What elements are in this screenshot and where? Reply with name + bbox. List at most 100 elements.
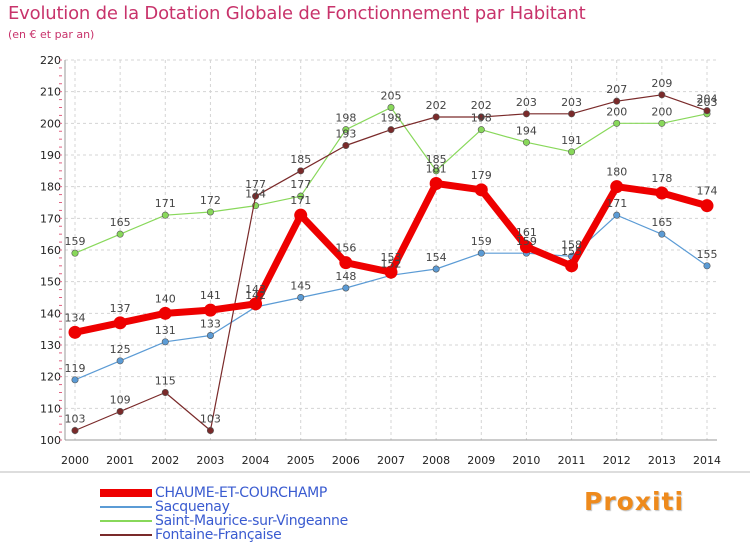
- y-tick-label-160: 160: [40, 244, 61, 257]
- data-label-saint-maurice-sur-vingeanne-2010: 194: [516, 124, 537, 137]
- data-point-fontaine-fran-aise-2010: [522, 110, 530, 118]
- data-label-chaume-et-courchamp-2004: 143: [245, 283, 266, 296]
- data-label-fontaine-fran-aise-2004: 177: [245, 178, 266, 191]
- x-tick-label-2004: 2004: [242, 454, 270, 467]
- legend-label-fontaine-fran-aise: Fontaine-Française: [155, 527, 282, 543]
- data-label-saint-maurice-sur-vingeanne-2007: 205: [381, 90, 402, 103]
- data-label-saint-maurice-sur-vingeanne-2006: 198: [335, 112, 356, 125]
- data-point-saint-maurice-sur-vingeanne-2006: [342, 126, 350, 134]
- data-label-sacquenay-2011: 158: [561, 238, 582, 251]
- data-label-sacquenay-2008: 154: [426, 251, 447, 264]
- data-label-chaume-et-courchamp-2000: 134: [65, 311, 86, 324]
- data-point-saint-maurice-sur-vingeanne-2002: [161, 211, 169, 219]
- data-point-fontaine-fran-aise-2012: [613, 97, 621, 105]
- data-label-saint-maurice-sur-vingeanne-2001: 165: [110, 216, 131, 229]
- legend-label-saint-maurice-sur-vingeanne: Saint-Maurice-sur-Vingeanne: [155, 513, 348, 529]
- data-label-saint-maurice-sur-vingeanne-2012: 200: [606, 105, 627, 118]
- data-point-chaume-et-courchamp-2009: [474, 183, 488, 197]
- data-point-sacquenay-2006: [342, 284, 350, 292]
- data-label-saint-maurice-sur-vingeanne-2000: 159: [65, 235, 86, 248]
- data-label-sacquenay-2006: 148: [335, 270, 356, 283]
- x-tick-label-2005: 2005: [287, 454, 315, 467]
- data-label-sacquenay-2012: 171: [606, 197, 627, 210]
- data-point-fontaine-fran-aise-2008: [432, 113, 440, 121]
- y-tick-label-220: 220: [40, 54, 61, 67]
- data-label-saint-maurice-sur-vingeanne-2002: 171: [155, 197, 176, 210]
- data-point-chaume-et-courchamp-2008: [429, 177, 443, 190]
- legend-label-chaume-et-courchamp: CHAUME-ET-COURCHAMP: [155, 485, 328, 501]
- data-label-chaume-et-courchamp-2009: 179: [471, 169, 492, 182]
- x-tick-label-2000: 2000: [61, 454, 89, 467]
- x-tick-label-2014: 2014: [693, 454, 721, 467]
- data-point-fontaine-fran-aise-2011: [568, 110, 576, 118]
- data-point-chaume-et-courchamp-2000: [68, 325, 82, 339]
- data-label-fontaine-fran-aise-2013: 209: [651, 77, 672, 90]
- data-label-sacquenay-2000: 119: [65, 362, 86, 375]
- data-point-sacquenay-2012: [613, 211, 621, 219]
- data-point-chaume-et-courchamp-2011: [565, 259, 579, 273]
- data-point-saint-maurice-sur-vingeanne-2011: [568, 148, 576, 156]
- y-tick-label-120: 120: [40, 371, 61, 384]
- legend-label-sacquenay: Sacquenay: [155, 499, 230, 515]
- data-label-saint-maurice-sur-vingeanne-2003: 172: [200, 194, 221, 207]
- data-label-chaume-et-courchamp-2011: 155: [561, 245, 582, 258]
- data-point-fontaine-fran-aise-2006: [342, 142, 350, 150]
- y-tick-label-210: 210: [40, 86, 61, 99]
- data-label-chaume-et-courchamp-2012: 180: [606, 166, 627, 179]
- data-point-sacquenay-2013: [658, 230, 666, 238]
- data-point-chaume-et-courchamp-2005: [294, 208, 308, 222]
- data-label-chaume-et-courchamp-2002: 140: [155, 292, 176, 305]
- proxiti-logo: Proxiti: [584, 487, 685, 516]
- data-label-fontaine-fran-aise-2012: 207: [606, 83, 627, 96]
- data-point-saint-maurice-sur-vingeanne-2007: [387, 104, 395, 112]
- data-label-fontaine-fran-aise-2001: 109: [110, 394, 131, 407]
- x-tick-label-2006: 2006: [332, 454, 360, 467]
- data-point-chaume-et-courchamp-2002: [158, 306, 172, 320]
- x-tick-label-2002: 2002: [151, 454, 179, 467]
- data-point-fontaine-fran-aise-2000: [71, 426, 79, 434]
- data-point-saint-maurice-sur-vingeanne-2005: [297, 192, 305, 200]
- data-label-chaume-et-courchamp-2006: 156: [335, 242, 356, 255]
- data-point-chaume-et-courchamp-2014: [700, 199, 714, 213]
- y-tick-label-100: 100: [40, 434, 61, 447]
- legend-swatch-sacquenay: [100, 506, 152, 508]
- x-tick-label-2010: 2010: [512, 454, 540, 467]
- data-point-chaume-et-courchamp-2013: [655, 186, 669, 200]
- data-label-fontaine-fran-aise-2006: 193: [335, 128, 356, 141]
- data-point-chaume-et-courchamp-2001: [113, 316, 127, 330]
- y-tick-label-180: 180: [40, 181, 61, 194]
- legend-swatch-saint-maurice-sur-vingeanne: [100, 520, 152, 522]
- x-tick-label-2013: 2013: [648, 454, 676, 467]
- data-label-sacquenay-2007: 152: [381, 257, 402, 270]
- data-label-sacquenay-2009: 159: [471, 235, 492, 248]
- y-tick-label-110: 110: [40, 402, 61, 415]
- data-point-saint-maurice-sur-vingeanne-2013: [658, 119, 666, 127]
- data-point-sacquenay-2002: [161, 338, 169, 346]
- chart-subtitle: (en € et par an): [8, 28, 95, 41]
- data-label-fontaine-fran-aise-2011: 203: [561, 96, 582, 109]
- data-point-fontaine-fran-aise-2003: [206, 426, 214, 434]
- x-tick-label-2011: 2011: [558, 454, 586, 467]
- data-label-fontaine-fran-aise-2005: 185: [290, 153, 311, 166]
- data-label-chaume-et-courchamp-2013: 178: [651, 172, 672, 185]
- data-point-saint-maurice-sur-vingeanne-2001: [116, 230, 124, 238]
- axis-layer: 100 110 120 130 140 150 160 170 180 190 200 210 220 2…: [0, 54, 750, 473]
- x-tick-label-2008: 2008: [422, 454, 450, 467]
- data-point-saint-maurice-sur-vingeanne-2009: [477, 126, 485, 134]
- data-label-fontaine-fran-aise-2000: 103: [65, 413, 86, 426]
- y-tick-label-200: 200: [40, 117, 61, 130]
- data-point-chaume-et-courchamp-2007: [384, 265, 398, 279]
- data-point-sacquenay-2005: [297, 293, 305, 301]
- data-point-saint-maurice-sur-vingeanne-2003: [206, 208, 214, 216]
- y-tick-label-170: 170: [40, 212, 61, 225]
- x-tick-label-2009: 2009: [467, 454, 495, 467]
- data-label-sacquenay-2013: 165: [651, 216, 672, 229]
- data-point-fontaine-fran-aise-2007: [387, 126, 395, 134]
- data-point-fontaine-fran-aise-2004: [252, 192, 260, 200]
- data-label-saint-maurice-sur-vingeanne-2009: 198: [471, 112, 492, 125]
- value-label-layer: 134 137 140 141 143 171 156 153 181 179 161 155 180 1…: [65, 77, 718, 426]
- data-label-saint-maurice-sur-vingeanne-2013: 200: [651, 105, 672, 118]
- legend-swatch-chaume-et-courchamp: [100, 489, 152, 497]
- data-label-sacquenay-2004: 142: [245, 289, 266, 302]
